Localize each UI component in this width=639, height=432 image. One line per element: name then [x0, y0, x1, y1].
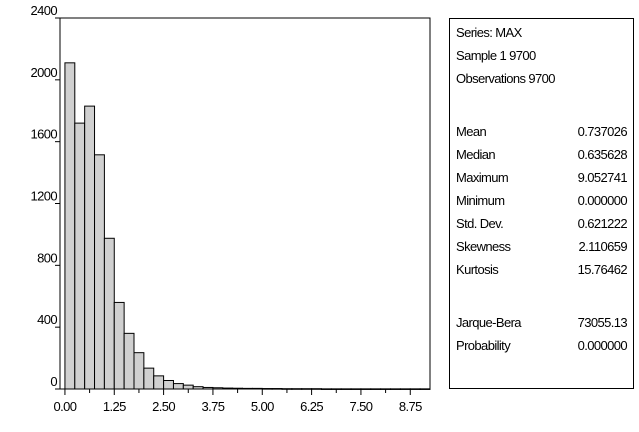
- statistics-panel: Series: MAX Sample 1 9700 Observations 9…: [449, 18, 634, 389]
- histogram-bar: [350, 388, 362, 390]
- stat-value: 0.000000: [577, 338, 628, 353]
- stat-row-probability: Probability 0.000000: [456, 338, 628, 356]
- y-axis: 0 400 800 1200 1600 2000 2400: [30, 3, 60, 390]
- histogram-bar: [94, 154, 105, 390]
- histogram-bar: [123, 332, 135, 390]
- x-tick-label: 0.00: [53, 399, 76, 414]
- histogram-bar: [172, 383, 184, 390]
- y-tick-label: 1200: [30, 189, 57, 204]
- stat-label: Mean: [456, 124, 487, 139]
- x-tick-label: 1.25: [103, 399, 126, 414]
- x-axis: 0.00 1.25 2.50 3.75 5.00 6.25 7.50 8.75: [53, 389, 423, 414]
- observations-count: Observations 9700: [456, 71, 556, 86]
- histogram-bar: [390, 388, 401, 390]
- stat-row-maximum: Maximum 9.052741: [456, 170, 628, 188]
- stat-row-jarque-bera: Jarque-Bera 73055.13: [456, 315, 628, 333]
- stat-label: Kurtosis: [456, 262, 499, 277]
- x-tick-label: 8.75: [399, 399, 422, 414]
- histogram-bar: [192, 386, 204, 390]
- stat-label: Minimum: [456, 193, 505, 208]
- y-tick-label: 800: [37, 250, 57, 265]
- stat-label: Median: [456, 147, 496, 162]
- histogram-bar: [74, 122, 86, 390]
- sample-range: Sample 1 9700: [456, 48, 536, 63]
- histogram-bar: [409, 388, 421, 390]
- stat-value: 0.635628: [577, 147, 628, 162]
- stat-value: 73055.13: [577, 315, 628, 330]
- histogram-bar: [360, 388, 372, 390]
- histogram-bar: [271, 388, 283, 390]
- stat-label: Jarque-Bera: [456, 315, 522, 330]
- histogram-bar: [212, 387, 224, 390]
- histogram-bar: [399, 388, 411, 390]
- x-tick-label: 7.50: [349, 399, 372, 414]
- y-tick-label: 2000: [30, 65, 57, 80]
- histogram-bar: [153, 375, 165, 390]
- stat-row-mean: Mean 0.737026: [456, 124, 628, 142]
- x-tick-label: 5.00: [251, 399, 274, 414]
- y-tick-label: 400: [37, 312, 57, 327]
- histogram-bar: [222, 387, 234, 390]
- histogram-bar: [311, 388, 322, 390]
- histogram-bar: [133, 352, 145, 390]
- histogram-bar: [380, 388, 392, 390]
- histogram-bar: [64, 62, 76, 390]
- stat-row-minimum: Minimum 0.000000: [456, 193, 628, 211]
- stat-row-skewness: Skewness 2.110659: [456, 239, 628, 257]
- histogram-bar: [182, 384, 194, 390]
- x-tick-label: 2.50: [152, 399, 175, 414]
- y-tick-label: 2400: [30, 3, 57, 18]
- histogram-bar: [202, 386, 214, 390]
- x-tick-label: 6.25: [300, 399, 323, 414]
- bars-group: [64, 62, 431, 390]
- stat-row-std-dev: Std. Dev. 0.621222: [456, 216, 628, 234]
- stat-value: 0.621222: [577, 216, 628, 231]
- histogram-bar: [232, 387, 244, 390]
- stat-value: 15.76462: [577, 262, 628, 277]
- histogram-bar: [261, 388, 273, 390]
- stat-label: Skewness: [456, 239, 511, 254]
- histogram-bar: [163, 379, 174, 390]
- histogram-bar: [281, 388, 293, 390]
- histogram-bar: [340, 388, 352, 390]
- histogram-bar: [291, 388, 303, 390]
- stat-value: 2.110659: [578, 239, 628, 254]
- histogram-bar: [370, 388, 382, 390]
- histogram-bar: [320, 388, 332, 390]
- histogram-bar: [84, 105, 96, 390]
- y-tick-label: 0: [50, 374, 57, 389]
- stat-value: 9.052741: [577, 170, 628, 185]
- histogram-bar: [330, 388, 342, 390]
- stat-value: 0.737026: [577, 124, 628, 139]
- stat-row-kurtosis: Kurtosis 15.76462: [456, 262, 628, 280]
- histogram-bar: [113, 301, 125, 390]
- series-name: Series: MAX: [456, 25, 522, 40]
- histogram-bar: [251, 387, 263, 390]
- stat-value: 0.000000: [577, 193, 628, 208]
- histogram-bar: [242, 387, 253, 390]
- y-tick-label: 1600: [30, 127, 57, 142]
- stat-label: Std. Dev.: [456, 216, 504, 231]
- histogram-bar: [419, 388, 431, 390]
- x-tick-label: 3.75: [201, 399, 224, 414]
- stat-row-median: Median 0.635628: [456, 147, 628, 165]
- histogram-bar: [103, 237, 115, 390]
- histogram-bar: [143, 367, 155, 390]
- stat-label: Maximum: [456, 170, 509, 185]
- stat-label: Probability: [456, 338, 511, 353]
- histogram-bar: [301, 388, 313, 390]
